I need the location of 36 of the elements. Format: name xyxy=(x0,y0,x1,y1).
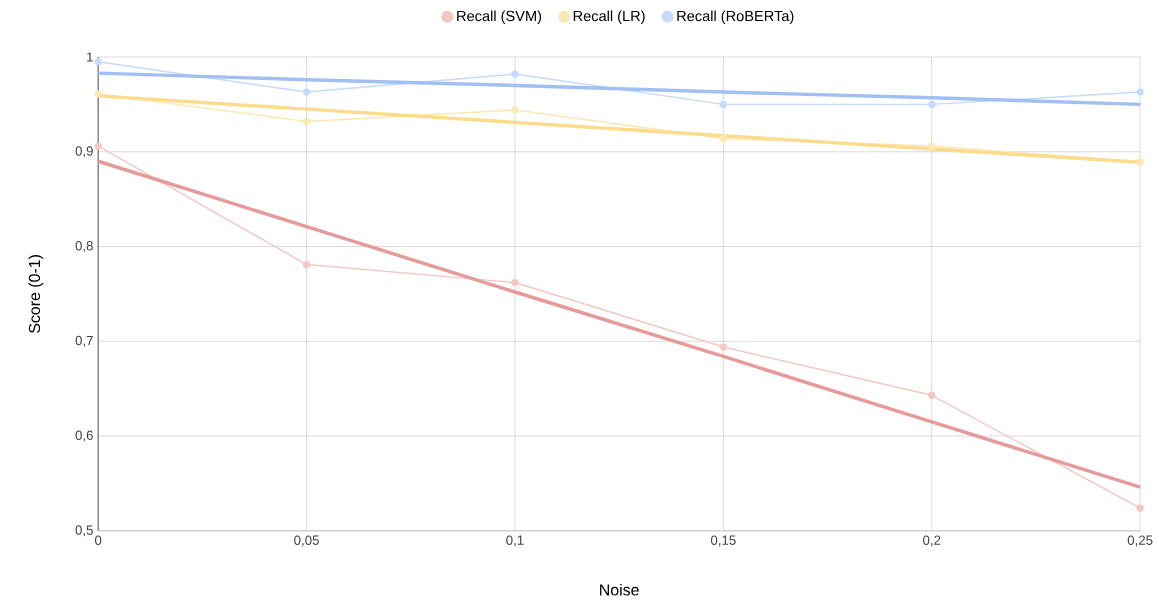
y-tick-label: 0,7 xyxy=(75,335,93,347)
x-tick-label: 0,2 xyxy=(923,535,941,547)
point xyxy=(1136,88,1144,96)
point xyxy=(1136,504,1144,512)
legend-label: Recall (RoBERTa) xyxy=(677,10,794,25)
x-tick-label: 0,1 xyxy=(506,535,524,547)
x-tick-label: 0,25 xyxy=(1127,535,1153,547)
y-tick-label: 0,6 xyxy=(75,430,93,442)
point xyxy=(928,142,936,150)
x-axis-title: Noise xyxy=(600,584,639,596)
point xyxy=(511,70,519,78)
legend-label: Recall (LR) xyxy=(573,10,645,25)
point xyxy=(1136,158,1144,166)
line-series xyxy=(96,71,1142,107)
legend-label: Recall (SVM) xyxy=(457,10,542,25)
y-tick-label: 0,8 xyxy=(75,241,93,253)
point xyxy=(719,100,727,109)
point xyxy=(94,58,102,66)
y-axis-title: Score (0-1) xyxy=(28,255,44,334)
x-tick-label: 0 xyxy=(94,535,102,546)
x-tick-label: 0,15 xyxy=(710,535,736,547)
point xyxy=(511,279,519,287)
point xyxy=(302,117,311,126)
x-tick-label: 0,05 xyxy=(294,535,319,547)
y-tick-label: 0,5 xyxy=(75,525,93,537)
point xyxy=(928,100,936,109)
point xyxy=(928,391,936,400)
point xyxy=(94,90,102,98)
point xyxy=(94,142,102,150)
point xyxy=(719,343,727,351)
y-tick-label: 1 xyxy=(87,52,93,62)
point xyxy=(511,106,519,114)
point xyxy=(302,88,311,96)
point xyxy=(302,261,311,269)
point xyxy=(719,135,727,143)
y-tick-label: 0,9 xyxy=(75,146,93,158)
